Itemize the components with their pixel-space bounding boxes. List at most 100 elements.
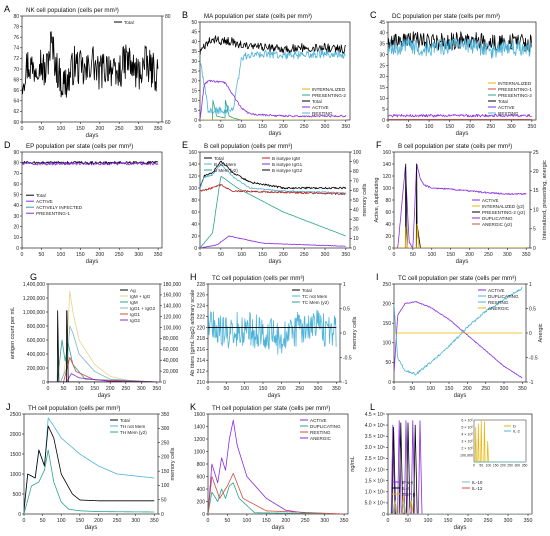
legend-label: IL-10 [472,480,483,485]
y-tick-label: 80 [191,198,197,204]
panel-a: A NK cell population (cells per mm³) 0 50 10… [4,4,171,139]
right-y-tick-label: 70 [353,179,359,185]
y-tick-label: 20 [13,224,19,230]
inset-y-tick-label: 3 × 10⁵ [461,439,473,443]
x-tick-label: 300 [503,252,512,258]
inset-x-tick-label: 250 [507,464,513,468]
y-tick-label: 76 [13,35,19,41]
inset-x-tick-label: 50 [479,464,483,468]
series-line-resting [394,286,523,376]
x-tick-label: 0 [387,518,390,524]
legend-label: IL-4 [402,486,410,491]
right-y-tick-label: 0 [533,246,536,252]
y-tick-label: 100 [383,341,392,347]
y-tick-label: 30 [13,214,19,220]
legend: Total [114,20,134,25]
panel-title: DC population per state (cells per mm³) [392,13,500,20]
right-y-tick-label: -1 [529,380,534,386]
inset-y-tick-label: 6 × 10⁵ [461,418,473,422]
right-y-tick-label: 30 [353,217,359,223]
plot-area [208,309,337,355]
y-tick-label: 160 [383,150,392,156]
y-axis-label: Active, duplicating [374,177,380,222]
right-y-tick-label: 80 [165,14,171,20]
inset-y-tick-label: 4 × 10⁵ [461,432,473,436]
plot-area [22,31,159,98]
x-tick-label: 150 [445,124,454,130]
inset-y-tick-label: 5 × 10⁵ [461,425,473,429]
right-y-tick-label: 50 [353,198,359,204]
legend-label: PRESENTING-2 [312,93,346,98]
panel-letter: H [190,272,197,282]
y-tick-label: 100 [189,186,198,192]
y-tick-label: 68 [13,77,19,83]
legend-label: IL-12 [472,486,483,491]
right-y-tick-label: 80,000 [163,336,179,342]
x-tick-label: 100 [57,518,66,524]
right-y-tick-label: -1 [343,380,348,386]
x-tick-label: 0 [21,252,24,258]
y-tick-label: 80 [13,14,19,20]
right-y-tick-label: 200 [161,455,170,461]
series-line-presenting-2 [200,100,346,120]
y-tick-label: 0 [16,246,19,252]
x-tick-label: 250 [113,518,122,524]
x-tick-label: 150 [444,518,453,524]
right-y-tick-label: 1 [343,282,346,288]
y-tick-label: 1400 [194,424,205,430]
x-tick-label: 0 [393,386,396,392]
series-line-active [388,113,532,118]
legend-label: DUPLICATING [482,216,513,221]
panel-letter: C [370,10,377,20]
right-y-tick-label: 250 [161,440,170,446]
x-tick-label: 250 [115,126,124,132]
legend-label: IgG1 [130,312,140,317]
y-tick-label: 1000 [194,449,205,455]
x-tick-label: 350 [150,518,159,524]
x-tick-label: 350 [332,386,341,392]
series-line-total [22,31,159,98]
y-tick-label: 0 [382,512,385,518]
plot-frame [23,413,159,515]
legend-label: ACTIVE [310,418,327,423]
x-tick-label: 200 [95,252,104,258]
x-tick-label: 250 [484,518,493,524]
panel-letter: A [4,4,10,14]
right-y-tick-label: 160,000 [163,293,181,299]
legend-label: PRESENTING-1 [36,211,70,216]
series-line-resting [200,49,346,115]
y-tick-label: 600 [197,474,206,480]
y-tick-label: 60 [191,210,197,216]
y-tick-label: 222 [197,314,206,320]
legend-label: Total [312,99,322,104]
legend-label: ANERGIC [488,306,510,311]
legend-label: Total [124,20,134,25]
legend-label: IgM [130,300,138,305]
x-tick-label: 50 [409,386,415,392]
plot-area [48,290,157,382]
x-tick-label: 350 [153,386,162,392]
y-tick-label: 30 [191,59,197,65]
y-tick-label: 40 [191,222,197,228]
y-tick-label: 10 [13,235,19,241]
x-tick-label: 150 [258,124,267,130]
x-tick-label: 150 [262,518,271,524]
x-tick-label: 250 [300,124,309,130]
inset-x-tick-label: 300 [514,464,520,468]
panel-h: H TC cell population (cells per mm³)0 50 10… [190,272,358,399]
y-tick-label: 30 [379,52,385,58]
series-line-resting [388,37,533,59]
x-axis-label: days [269,131,282,137]
inset-x-tick-label: 100 [486,464,492,468]
panel-title: TC cell population per state (cells per … [398,275,516,282]
inset-y-tick-label: 100,000 [460,453,473,457]
y-tick-label: 15 [379,85,385,91]
y-tick-label: 212 [197,369,206,375]
x-tick-label: 100 [237,252,246,258]
panel-k: K TH cell population per state (cells per… [190,402,349,531]
right-y-tick-label: 20 [353,227,359,233]
right-y-tick-label: -0.5 [529,355,538,361]
legend-label: Ag [130,288,136,293]
